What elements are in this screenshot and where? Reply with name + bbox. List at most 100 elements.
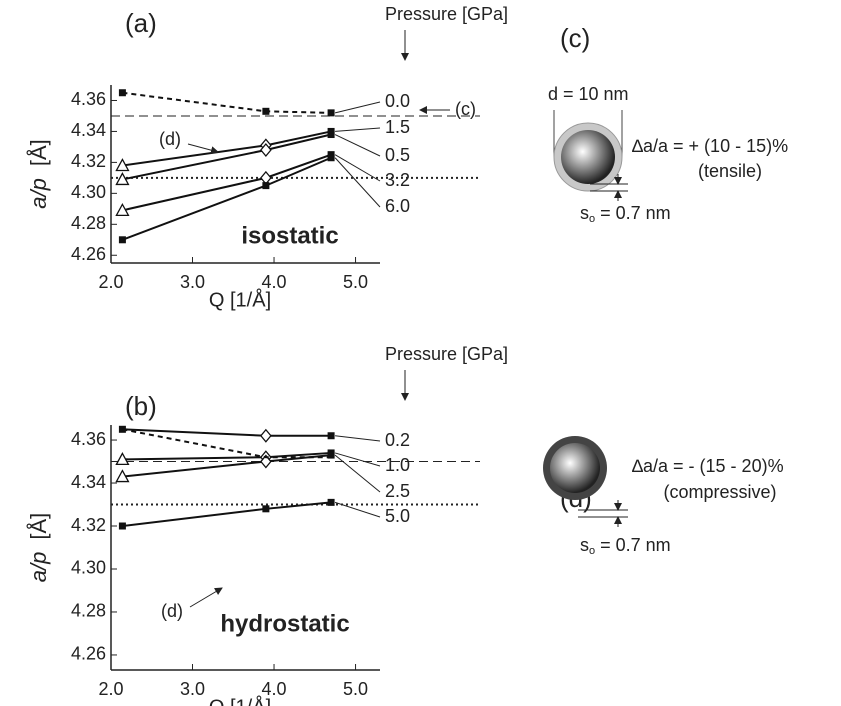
y-label-gap: [Å]: [26, 513, 51, 540]
series-line: [122, 130, 332, 167]
marker: [118, 89, 126, 97]
marker: [115, 203, 130, 217]
annotation: (d): [161, 601, 183, 621]
rest: = 0.7 nm: [595, 203, 671, 223]
strain: ∆a/a = - (15 - 20)%: [632, 456, 784, 476]
series-label: 0.5: [385, 145, 410, 165]
leader-line: [334, 134, 381, 157]
y-axis-label: a/p [Å]: [26, 139, 51, 209]
y-tick-label: 4.34: [71, 472, 106, 492]
marker: [260, 454, 272, 469]
marker: [262, 107, 270, 115]
series-line: [122, 428, 332, 459]
y-tick-label: 4.30: [71, 182, 106, 202]
s: s: [580, 535, 589, 555]
annotation: (d): [159, 129, 181, 149]
y-tick-label: 4.26: [71, 244, 106, 264]
marker: [118, 236, 126, 244]
leader-line: [334, 501, 381, 518]
x-tick-label: 4.0: [262, 272, 287, 292]
series-label: 5.0: [385, 506, 410, 526]
marker: [260, 170, 272, 185]
leader-line: [334, 452, 381, 467]
arrow: [189, 587, 223, 608]
marker: [327, 432, 335, 440]
y-label-main: a/p: [26, 552, 51, 583]
strain: ∆a/a = + (10 - 15)%: [632, 136, 788, 156]
marker: [260, 428, 272, 443]
marker: [118, 522, 126, 530]
y-label-gap: [Å]: [26, 139, 51, 166]
series-label: 2.5: [385, 481, 410, 501]
leader-line: [334, 454, 381, 493]
leader-line: [334, 157, 381, 208]
x-axis-label: Q [1/Å]: [209, 288, 271, 311]
marker: [115, 452, 130, 466]
mode-label: isostatic: [241, 222, 338, 249]
leader-line: [335, 435, 381, 442]
x-tick-label: 3.0: [180, 272, 205, 292]
marker: [115, 158, 130, 172]
series-line: [122, 133, 332, 181]
series-label: 6.0: [385, 196, 410, 216]
y-label-main: a/p: [26, 178, 51, 209]
series-line: [122, 501, 332, 528]
y-tick-label: 4.26: [71, 644, 106, 664]
core: [561, 130, 615, 184]
y-tick-label: 4.36: [71, 429, 106, 449]
series-label: 1.0: [385, 455, 410, 475]
strain-kind: (tensile): [698, 161, 762, 181]
marker: [262, 182, 270, 190]
x-tick-label: 2.0: [98, 679, 123, 699]
leader-line: [334, 101, 381, 114]
series-label: 3.2: [385, 170, 410, 190]
sub: o: [589, 545, 595, 557]
marker: [327, 154, 335, 162]
strain-kind: (compressive): [663, 482, 776, 502]
y-tick-label: 4.34: [71, 120, 106, 140]
series-line: [122, 91, 332, 114]
leader-line: [334, 154, 381, 182]
series-label: 0.2: [385, 430, 410, 450]
shell-label: so = 0.7 nm: [580, 535, 671, 557]
marker: [115, 469, 130, 483]
marker: [327, 131, 335, 139]
panel-label: (c): [560, 23, 590, 53]
panel-label: (a): [125, 8, 157, 38]
series-line: [122, 153, 332, 212]
mode-label: hydrostatic: [220, 610, 349, 637]
x-tick-label: 3.0: [180, 679, 205, 699]
y-tick-label: 4.32: [71, 151, 106, 171]
core: [550, 443, 600, 493]
series-label: 0.0: [385, 91, 410, 111]
y-tick-label: 4.30: [71, 558, 106, 578]
y-axis-label: a/p [Å]: [26, 513, 51, 583]
s: s: [580, 203, 589, 223]
annotation: (c): [455, 99, 476, 119]
shell-label: so = 0.7 nm: [580, 203, 671, 225]
marker: [115, 172, 130, 186]
y-tick-label: 4.32: [71, 515, 106, 535]
x-tick-label: 5.0: [343, 272, 368, 292]
sub: o: [589, 213, 595, 225]
pressure-label: Pressure [GPa]: [385, 4, 508, 24]
series-label: 1.5: [385, 117, 410, 137]
marker: [327, 109, 335, 117]
rest: = 0.7 nm: [595, 535, 671, 555]
x-tick-label: 4.0: [262, 679, 287, 699]
leader-line: [335, 127, 381, 132]
diameter-label: d = 10 nm: [548, 84, 629, 104]
x-tick-label: 5.0: [343, 679, 368, 699]
y-tick-label: 4.28: [71, 213, 106, 233]
x-tick-label: 2.0: [98, 272, 123, 292]
marker: [327, 498, 335, 506]
x-axis-label: Q [1/Å]: [209, 695, 271, 706]
y-tick-label: 4.36: [71, 89, 106, 109]
marker: [260, 142, 272, 158]
marker: [262, 505, 270, 513]
panel-label: (b): [125, 391, 157, 421]
arrow: [187, 143, 219, 155]
pressure-label: Pressure [GPa]: [385, 344, 508, 364]
marker: [327, 451, 335, 459]
